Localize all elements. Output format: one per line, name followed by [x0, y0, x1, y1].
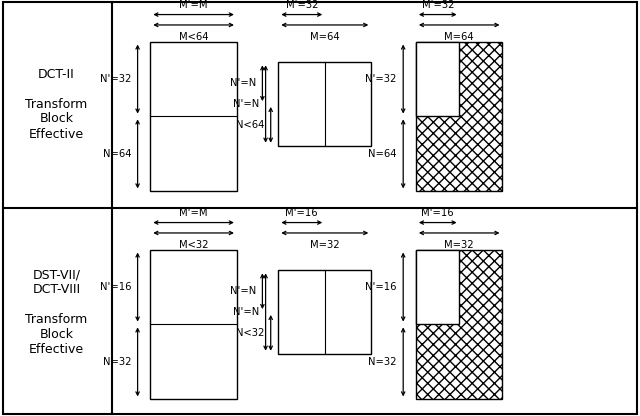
Text: N'=N: N'=N	[233, 99, 259, 109]
Text: M'=16: M'=16	[422, 208, 454, 218]
Bar	[150, 250, 237, 399]
Text: N'=N: N'=N	[230, 286, 256, 296]
Text: N=32: N=32	[368, 357, 397, 367]
Bar	[416, 250, 502, 399]
Text: M=32: M=32	[310, 240, 340, 250]
Text: N'=N: N'=N	[230, 78, 256, 88]
Text: N=32: N=32	[102, 357, 131, 367]
Text: N=64: N=64	[102, 149, 131, 159]
Bar	[278, 270, 371, 354]
Text: M'=M: M'=M	[179, 208, 208, 218]
Text: M'=16: M'=16	[285, 208, 318, 218]
Bar	[416, 42, 460, 116]
Text: M=64: M=64	[444, 32, 474, 42]
Bar	[150, 42, 237, 116]
Bar	[278, 62, 324, 146]
Text: N'=N: N'=N	[233, 307, 259, 317]
Text: M'=32: M'=32	[422, 0, 454, 10]
Text: N=64: N=64	[368, 149, 397, 159]
Text: N<32: N<32	[236, 328, 264, 338]
Bar	[416, 250, 460, 324]
Bar	[278, 62, 371, 146]
Text: N'=16: N'=16	[365, 282, 397, 292]
Text: N'=16: N'=16	[100, 282, 131, 292]
Text: DCT-II

Transform
Block
Effective: DCT-II Transform Block Effective	[25, 67, 88, 141]
Text: N<64: N<64	[236, 120, 264, 130]
Text: M'=32: M'=32	[285, 0, 318, 10]
Bar	[150, 116, 237, 191]
Text: M'=M: M'=M	[179, 0, 208, 10]
Text: M=64: M=64	[310, 32, 340, 42]
Bar	[416, 42, 502, 191]
Bar	[324, 62, 371, 146]
Text: M=32: M=32	[444, 240, 474, 250]
Text: N'=32: N'=32	[100, 74, 131, 84]
Text: DST-VII/
DCT-VIII

Transform
Block
Effective: DST-VII/ DCT-VIII Transform Block Effect…	[25, 268, 88, 356]
Bar	[278, 270, 324, 354]
Bar	[150, 250, 237, 324]
Text: M<32: M<32	[179, 240, 209, 250]
Bar	[150, 324, 237, 399]
Text: N'=32: N'=32	[365, 74, 397, 84]
Bar	[324, 270, 371, 354]
Bar	[150, 42, 237, 191]
Text: M<64: M<64	[179, 32, 209, 42]
